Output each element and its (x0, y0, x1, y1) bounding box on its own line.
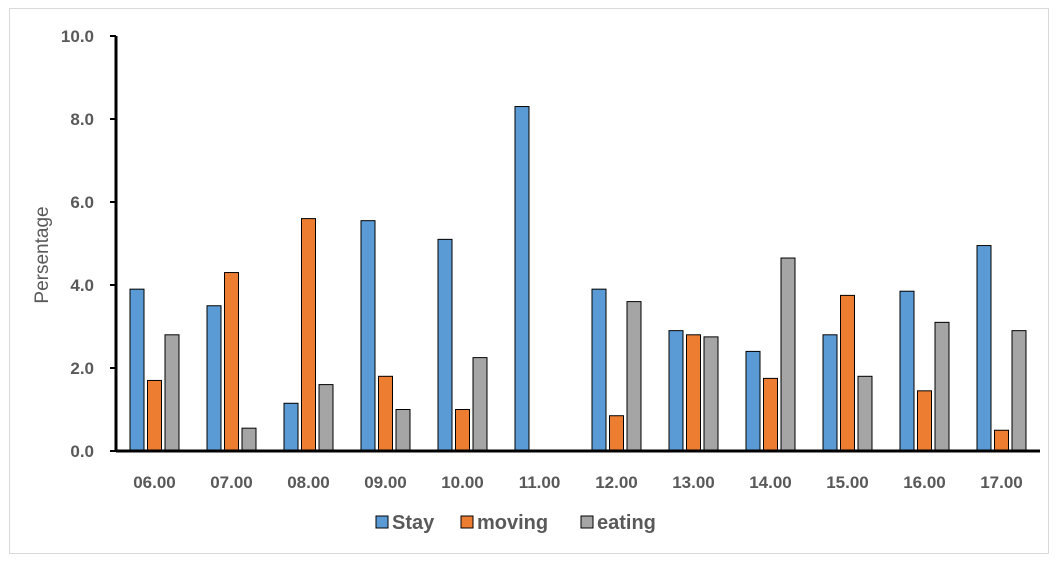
x-axis-ticks: 06.00 07.00 08.00 09.00 10.00 11.00 12.00 13.00… (133, 473, 1023, 492)
bar-eating-09.00 (395, 409, 411, 452)
x-tick-label: 07.00 (210, 473, 253, 492)
bar-moving-13.00 (686, 334, 701, 452)
bar-stay-16.00 (899, 290, 915, 452)
bar-stay-17.00 (976, 245, 992, 452)
bar-eating-06.00 (164, 334, 180, 452)
x-tick-label: 12.00 (595, 473, 638, 492)
x-tick-label: 16.00 (903, 473, 946, 492)
bar-eating-14.00 (780, 257, 796, 452)
x-tick-label: 17.00 (980, 473, 1023, 492)
legend-label-eating: eating (597, 512, 656, 534)
bar-moving-16.00 (917, 390, 932, 452)
bar-eating-13.00 (703, 336, 719, 452)
legend: Stay moving eating (375, 512, 656, 534)
bar-stay-13.00 (668, 330, 684, 452)
bar-eating-16.00 (934, 321, 950, 452)
bar-stay-09.00 (360, 220, 376, 452)
bar-eating-12.00 (626, 301, 642, 452)
bar-moving-17.00 (994, 429, 1009, 452)
bar-stay-08.00 (283, 402, 299, 452)
y-axis-ticks: 0.0 2.0 4.0 6.0 8.0 10.0 (61, 27, 116, 461)
bar-moving-07.00 (224, 272, 239, 452)
y-axis-title: Persentage (32, 206, 53, 303)
y-tick-label: 4.0 (70, 276, 94, 295)
bar-eating-17.00 (1011, 330, 1027, 452)
bar-stay-12.00 (591, 288, 607, 452)
bar-moving-15.00 (840, 294, 855, 452)
bar-moving-08.00 (301, 218, 316, 452)
legend-label-stay: Stay (392, 512, 435, 534)
bar-stay-10.00 (437, 238, 453, 452)
bar-stay-11.00 (514, 106, 530, 452)
x-tick-label: 06.00 (133, 473, 176, 492)
bar-stay-07.00 (206, 305, 222, 452)
legend-swatch-stay (375, 515, 389, 529)
bar-stay-15.00 (822, 334, 838, 452)
bar-eating-07.00 (241, 427, 257, 452)
legend-swatch-eating (580, 515, 594, 529)
y-tick-label: 2.0 (70, 359, 94, 378)
x-tick-label: 11.00 (519, 473, 561, 492)
bar-moving-09.00 (378, 375, 393, 452)
y-tick-label: 0.0 (70, 442, 94, 461)
bar-moving-12.00 (609, 415, 624, 452)
bar-moving-14.00 (763, 377, 778, 452)
bar-eating-08.00 (318, 384, 334, 452)
bar-stay-06.00 (129, 288, 145, 452)
x-tick-label: 15.00 (826, 473, 869, 492)
x-tick-label: 14.00 (749, 473, 792, 492)
bar-eating-15.00 (857, 375, 873, 452)
bar-moving-10.00 (455, 409, 470, 452)
x-tick-label: 08.00 (287, 473, 330, 492)
y-tick-label: 10.0 (61, 27, 94, 46)
y-tick-label: 6.0 (70, 193, 94, 212)
legend-label-moving: moving (477, 512, 548, 534)
legend-swatch-moving (460, 515, 474, 529)
bar-eating-10.00 (472, 357, 488, 452)
x-tick-label: 09.00 (364, 473, 407, 492)
x-tick-label: 10.00 (441, 473, 484, 492)
y-tick-label: 8.0 (70, 110, 94, 129)
bar-moving-06.00 (147, 379, 162, 452)
bar-stay-14.00 (745, 350, 761, 452)
bars (129, 106, 1027, 452)
x-tick-label: 13.00 (672, 473, 715, 492)
